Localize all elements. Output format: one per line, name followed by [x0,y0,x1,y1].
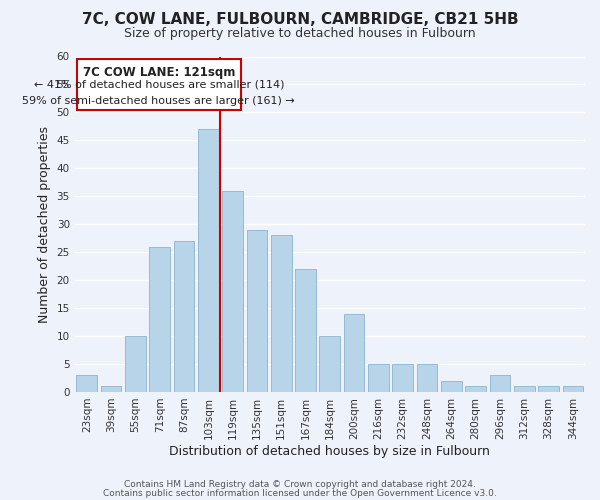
FancyBboxPatch shape [77,60,241,110]
Bar [198,129,218,392]
Bar [490,375,510,392]
Bar [466,386,486,392]
Y-axis label: Number of detached properties: Number of detached properties [38,126,51,322]
Text: 7C COW LANE: 121sqm: 7C COW LANE: 121sqm [83,66,235,79]
Bar [125,336,146,392]
Bar [368,364,389,392]
Bar [563,386,583,392]
Bar [149,246,170,392]
Bar [222,190,243,392]
Bar [247,230,267,392]
Bar [319,336,340,392]
Text: Size of property relative to detached houses in Fulbourn: Size of property relative to detached ho… [124,28,476,40]
Text: 7C, COW LANE, FULBOURN, CAMBRIDGE, CB21 5HB: 7C, COW LANE, FULBOURN, CAMBRIDGE, CB21 … [82,12,518,28]
Text: 59% of semi-detached houses are larger (161) →: 59% of semi-detached houses are larger (… [22,96,295,106]
Bar [514,386,535,392]
Text: ← 41% of detached houses are smaller (114): ← 41% of detached houses are smaller (11… [34,80,284,90]
Bar [173,241,194,392]
Text: Contains public sector information licensed under the Open Government Licence v3: Contains public sector information licen… [103,488,497,498]
Bar [101,386,121,392]
Bar [344,314,364,392]
Text: Contains HM Land Registry data © Crown copyright and database right 2024.: Contains HM Land Registry data © Crown c… [124,480,476,489]
Bar [271,236,292,392]
Bar [295,269,316,392]
Bar [441,381,461,392]
X-axis label: Distribution of detached houses by size in Fulbourn: Distribution of detached houses by size … [169,444,490,458]
Bar [392,364,413,392]
Bar [417,364,437,392]
Bar [76,375,97,392]
Bar [538,386,559,392]
